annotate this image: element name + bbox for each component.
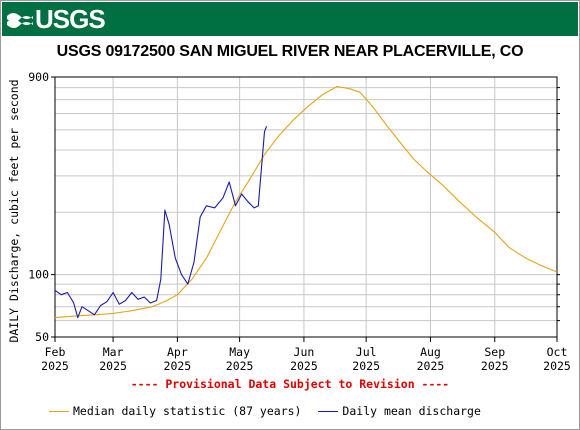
chart-grid: [55, 77, 557, 337]
x-tick-label-year: 2025: [352, 359, 380, 371]
usgs-wave-icon: [7, 13, 33, 28]
y-axis-ticks: 50 100 900: [28, 70, 560, 344]
x-tick-label-year: 2025: [99, 359, 127, 371]
x-tick-label-year: 2025: [543, 359, 571, 371]
y-tick-label: 900: [28, 70, 49, 84]
x-tick-label-month: Sep: [484, 345, 505, 359]
x-tick-label-month: Jun: [294, 345, 315, 359]
x-axis-ticks: Feb2025Mar2025Apr2025May2025Jun2025Jul20…: [41, 337, 571, 371]
y-tick-label: 100: [28, 268, 49, 282]
plot-area-border: [54, 76, 558, 338]
series-line-median: [54, 85, 558, 319]
chart-title: USGS 09172500 SAN MIGUEL RIVER NEAR PLAC…: [56, 43, 524, 60]
x-tick-label-year: 2025: [226, 359, 254, 371]
x-tick-label-year: 2025: [481, 359, 509, 371]
chart-legend: Median daily statistic (87 years) Daily …: [49, 404, 491, 418]
legend-swatch-median: [49, 411, 69, 412]
legend-item-discharge: Daily mean discharge: [318, 404, 481, 418]
x-tick-label-month: May: [229, 345, 250, 359]
x-tick-label-year: 2025: [164, 359, 192, 371]
y-tick-label: 50: [35, 330, 49, 344]
legend-swatch-discharge: [318, 411, 339, 412]
usgs-banner: USGS: [2, 2, 578, 36]
series-layer: [54, 85, 558, 319]
series-line-discharge: [54, 126, 268, 319]
x-tick-label-month: Jul: [356, 345, 377, 359]
provisional-notice: ---- Provisional Data Subject to Revisio…: [130, 377, 450, 391]
legend-label-discharge: Daily mean discharge: [342, 404, 481, 418]
x-tick-label-month: Aug: [420, 345, 441, 359]
x-tick-label-year: 2025: [290, 359, 318, 371]
legend-label-median: Median daily statistic (87 years): [73, 404, 302, 418]
x-tick-label-month: Oct: [547, 345, 568, 359]
usgs-logo-text: USGS: [35, 4, 106, 34]
x-tick-label-month: Feb: [45, 345, 66, 359]
legend-item-median: Median daily statistic (87 years): [49, 404, 301, 418]
x-tick-label-month: Mar: [103, 345, 124, 359]
y-axis-label: DAILY Discharge, cubic feet per second: [7, 79, 21, 342]
x-tick-label-month: Apr: [167, 345, 188, 359]
x-tick-label-year: 2025: [41, 359, 69, 371]
x-tick-label-year: 2025: [417, 359, 445, 371]
plot-border: [54, 76, 558, 338]
